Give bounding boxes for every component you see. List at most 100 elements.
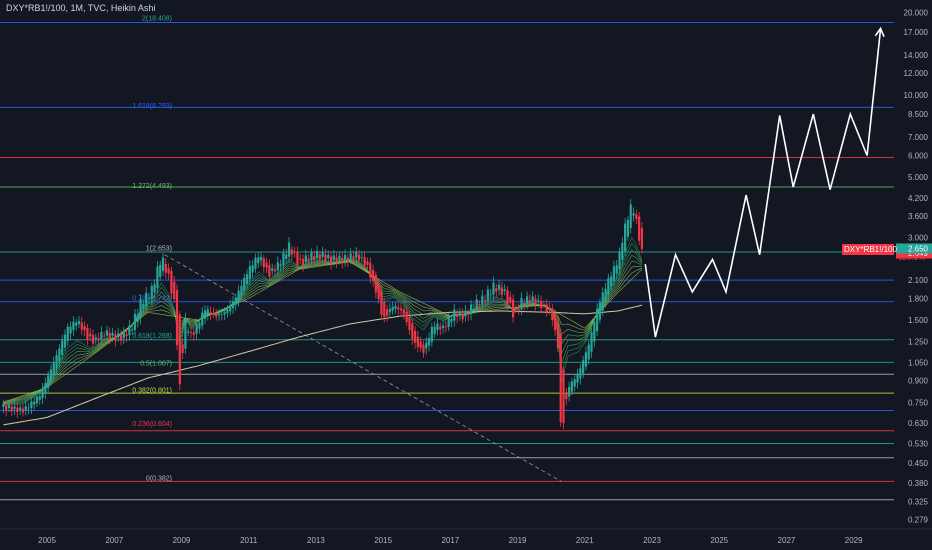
candle-body-4 — [13, 406, 16, 409]
candle-body-74 — [209, 311, 212, 315]
candle-body-58 — [164, 264, 167, 273]
candle-body-23 — [66, 326, 69, 341]
candle-body-69 — [195, 324, 198, 334]
candle-body-202 — [568, 386, 571, 397]
candle-body-165 — [464, 310, 467, 317]
candle-body-200 — [562, 370, 565, 424]
price-axis[interactable]: 20.000 17.000 14.000 12.000 10.000 8.500 7.000… — [895, 0, 932, 550]
price-tick-15: 1.800 — [908, 294, 929, 303]
candle-body-145 — [408, 316, 411, 331]
projection-line — [644, 28, 882, 338]
candle-body-169 — [475, 299, 478, 310]
candle-body-216 — [607, 278, 610, 295]
candle-body-89 — [251, 265, 254, 273]
candle-body-203 — [570, 381, 574, 392]
candle-body-212 — [596, 308, 599, 332]
price-badge-symbol: DXY*RB1!/100 — [844, 245, 897, 254]
candle-body-106 — [299, 258, 302, 260]
candle-body-176 — [495, 288, 498, 292]
candle-body-171 — [481, 295, 484, 305]
candle-body-72 — [203, 310, 207, 319]
candle-body-135 — [380, 291, 383, 315]
candle-body-153 — [430, 326, 433, 342]
candle-body-33 — [94, 337, 97, 340]
candle-body-139 — [391, 306, 394, 311]
candle-body-174 — [489, 294, 492, 296]
candle-body-149 — [419, 341, 422, 348]
candle-body-55 — [156, 266, 159, 289]
candle-body-204 — [573, 379, 576, 387]
candle-body-36 — [103, 335, 106, 337]
price-tick-17: 1.250 — [908, 338, 929, 347]
candle-body-46 — [131, 329, 134, 331]
candle-body-126 — [355, 251, 358, 258]
price-tick-18: 1.050 — [908, 358, 929, 367]
candle-body-73 — [206, 309, 209, 315]
candle-body-115 — [324, 254, 327, 262]
price-above-label: 2.650 — [908, 244, 929, 253]
price-tick-9: 4.200 — [908, 194, 929, 203]
time-tick-11: 2027 — [778, 536, 796, 545]
price-tick-21: 0.630 — [908, 419, 929, 428]
candle-body-217 — [610, 276, 613, 287]
candle-body-142 — [399, 308, 403, 311]
candle-body-184 — [517, 308, 520, 311]
candle-body-27 — [77, 321, 81, 325]
candle-body-98 — [276, 262, 279, 271]
fib-label-7: 0.382(0.801) — [132, 387, 172, 394]
long-moving-average — [3, 304, 643, 426]
candle-body-180 — [506, 290, 509, 305]
time-tick-6: 2017 — [441, 536, 459, 545]
candle-body-224 — [629, 204, 632, 228]
candle-body-10 — [30, 401, 33, 408]
candle-body-196 — [551, 308, 554, 321]
long-ma-line — [3, 304, 643, 426]
candle-body-15 — [44, 383, 47, 394]
candle-body-178 — [500, 287, 503, 295]
candle-body-1 — [5, 405, 8, 411]
candle-body-61 — [173, 281, 176, 300]
candle-body-40 — [114, 334, 117, 341]
candle-body-32 — [91, 335, 95, 344]
percent-change-label: 126.1% — [898, 253, 926, 262]
candle-body-29 — [83, 326, 86, 331]
price-tick-26: 0.279 — [908, 516, 929, 525]
candle-body-127 — [357, 254, 361, 261]
candle-body-195 — [548, 308, 551, 309]
candle-body-186 — [523, 303, 526, 305]
time-axis[interactable]: 2005 2007 2009 2011 2013 2015 2017 2019 2021 2023… — [0, 528, 932, 545]
candle-body-82 — [231, 301, 235, 309]
candle-body-193 — [542, 304, 546, 306]
candle-body-199 — [559, 334, 562, 423]
candle-body-211 — [593, 322, 596, 342]
candle-body-124 — [349, 253, 352, 260]
candle-body-94 — [265, 262, 268, 268]
candle-body-11 — [33, 401, 36, 405]
time-tick-10: 2025 — [710, 536, 728, 545]
candle-body-77 — [217, 313, 221, 316]
candle-body-38 — [108, 333, 111, 339]
candle-body-154 — [433, 326, 436, 334]
candle-body-108 — [304, 255, 307, 263]
price-tick-16: 1.500 — [908, 316, 929, 325]
candle-body-30 — [86, 328, 89, 340]
candle-body-67 — [189, 331, 193, 333]
candle-body-7 — [21, 408, 25, 413]
candle-body-173 — [486, 289, 489, 301]
candle-body-138 — [388, 308, 391, 313]
price-tick-19: 0.900 — [908, 377, 929, 386]
candle-body-22 — [63, 334, 67, 348]
candle-body-64 — [181, 344, 184, 354]
candle-body-172 — [483, 300, 487, 302]
candle-body-39 — [111, 332, 114, 336]
candle-body-42 — [119, 335, 123, 341]
candle-body-141 — [397, 307, 400, 310]
candle-body-226 — [635, 214, 638, 219]
candle-body-5 — [16, 407, 19, 412]
candle-body-85 — [240, 285, 243, 296]
price-tick-22: 0.530 — [908, 439, 929, 448]
price-tick-20: 0.750 — [908, 398, 929, 407]
candle-body-166 — [467, 313, 470, 316]
candle-body-8 — [24, 406, 27, 411]
